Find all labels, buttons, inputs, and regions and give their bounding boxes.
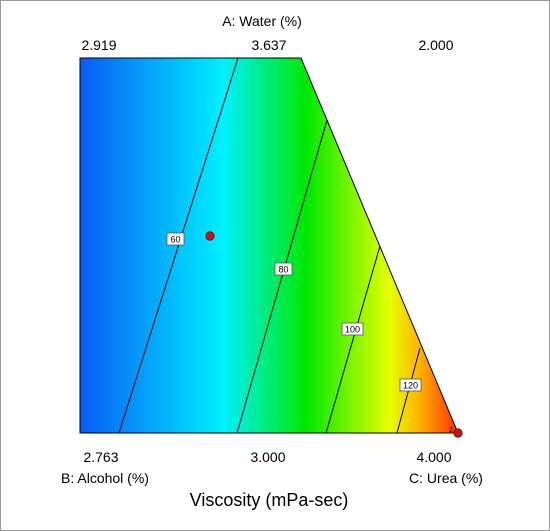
vertex-label-top-mid: 3.637 (251, 37, 286, 53)
c-axis-label: C: Urea (%) (409, 470, 483, 486)
vertex-label-top-right: 2.000 (418, 37, 453, 53)
b-axis-label: B: Alcohol (%) (61, 470, 149, 486)
vertex-label-bottom-mid: 3.000 (250, 449, 285, 465)
svg-text:80: 80 (278, 265, 288, 275)
replicate-count-label: 2 (449, 427, 453, 434)
svg-text:120: 120 (403, 381, 418, 391)
a-axis-label: A: Water (%) (222, 13, 302, 29)
vertex-label-bottom-right: 4.000 (416, 449, 451, 465)
contour-line-60 (118, 57, 239, 434)
vertex-label-bottom-left: 2.763 (83, 449, 118, 465)
contour-line-100 (325, 245, 381, 434)
vertex-label-top-left: 2.919 (81, 37, 116, 53)
contour-label-80: 80 (274, 262, 293, 276)
svg-text:100: 100 (345, 325, 360, 335)
svg-text:60: 60 (170, 235, 180, 245)
chart-title: Viscosity (mPa-sec) (190, 490, 349, 510)
design-point-corner (453, 428, 463, 438)
response-surface (80, 58, 458, 433)
contour-label-60: 60 (166, 232, 185, 246)
contour-line-80 (236, 119, 328, 434)
contour-label-120: 120 (399, 378, 422, 392)
contour-label-100: 100 (341, 322, 364, 336)
design-point-center (205, 231, 215, 241)
